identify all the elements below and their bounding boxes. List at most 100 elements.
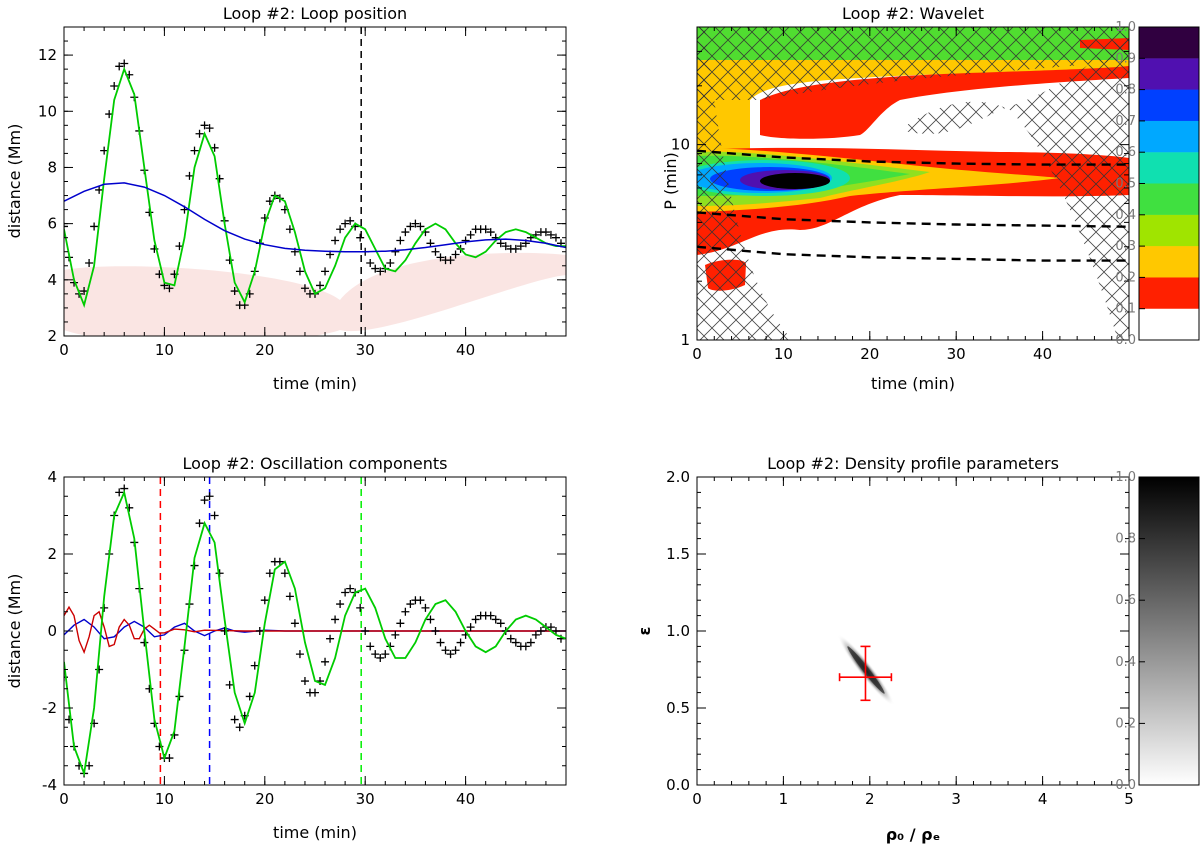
colorbar-tick-label: 0.0	[1115, 778, 1136, 793]
period-dashed-line	[697, 211, 1129, 228]
component-3-curve	[64, 618, 566, 640]
data-point	[285, 225, 294, 234]
data-point	[321, 657, 330, 666]
data-point	[431, 627, 440, 635]
x-tick-label: 30	[356, 341, 375, 359]
x-tick-label: 10	[155, 341, 174, 359]
x-tick-label: 20	[255, 341, 274, 359]
data-point	[471, 615, 480, 624]
data-point	[436, 638, 445, 647]
y-axis-label: distance (Mm)	[5, 124, 24, 239]
y-tick-label: -4	[42, 776, 57, 794]
period-dashed-line	[697, 245, 1129, 262]
data-point	[300, 677, 309, 686]
y-tick-label: 4	[47, 271, 57, 289]
x-tick-label: 0	[692, 345, 702, 363]
data-point	[446, 650, 455, 659]
colorbar-swatch	[1139, 58, 1199, 90]
data-point	[356, 233, 365, 242]
colorbar-tick-label: 0.4	[1115, 655, 1136, 670]
data-point	[436, 253, 445, 262]
data-point	[371, 650, 380, 659]
data-point	[205, 492, 214, 501]
colorbar: 0.0 0.2 0.4 0.6 0.8 1.0	[1115, 470, 1200, 793]
cone-of-influence-top	[697, 27, 1129, 100]
data-point	[376, 653, 385, 662]
data-point	[280, 569, 289, 578]
x-tick-label: 0	[59, 790, 69, 808]
plot-frame	[696, 26, 1130, 341]
data-point	[401, 607, 410, 616]
data-point	[275, 557, 284, 566]
data-point	[456, 638, 465, 647]
data-point	[316, 281, 325, 290]
colorbar: 0.0 0.1 0.2 0.3 0.4 0.5 0.6 0.7 0.8 0.9 1.0	[1115, 20, 1200, 348]
y-tick-label: 0	[47, 622, 57, 640]
colorbar-gradient	[1138, 476, 1200, 786]
colorbar-tick-label: 0.7	[1115, 114, 1136, 129]
data-point	[441, 646, 450, 655]
colorbar-tick-label: 0.0	[1115, 333, 1136, 348]
data-point	[300, 284, 309, 293]
data-point	[210, 511, 219, 520]
data-point	[396, 236, 405, 245]
colorbar-swatch	[1139, 27, 1199, 59]
best-fit-marker	[838, 645, 893, 702]
data-point	[486, 228, 495, 237]
uncertainty-band	[64, 252, 566, 336]
axes: 0 10 20 30 40 -4 -2 0 2 4	[42, 468, 566, 808]
data-point	[115, 62, 124, 71]
data-point	[461, 236, 470, 245]
y-tick-label: 6	[47, 215, 57, 233]
y-axis-label: ε	[635, 627, 654, 636]
data-point	[466, 230, 475, 239]
data-point	[371, 264, 380, 273]
y-tick-label: 0.0	[666, 776, 690, 794]
data-point	[346, 216, 355, 225]
x-axis-label: time (min)	[273, 823, 357, 842]
y-tick-label: 4	[47, 468, 57, 486]
y-tick-label: 10	[38, 102, 57, 120]
y-tick-label: 0.5	[666, 699, 690, 717]
data-point	[531, 630, 540, 639]
data-point	[321, 267, 330, 276]
data-point	[396, 619, 405, 628]
colorbar-tick-label: 0.8	[1115, 532, 1136, 547]
data-point	[451, 250, 460, 259]
colorbar-tick-label: 0.9	[1115, 51, 1136, 66]
data-point	[125, 503, 134, 512]
data-point	[64, 222, 68, 231]
data-point	[521, 642, 530, 651]
colorbar-tick-label: 0.1	[1115, 302, 1136, 317]
data-point	[285, 592, 294, 601]
data-point	[416, 596, 425, 605]
data-point	[120, 59, 129, 68]
data-point	[185, 171, 194, 180]
data-point	[85, 258, 94, 267]
data-point	[511, 244, 520, 253]
data-point	[200, 496, 209, 505]
x-tick-label: 10	[155, 790, 174, 808]
chart-title: Loop #2: Oscillation components	[183, 454, 448, 473]
x-tick-label: 0	[59, 341, 69, 359]
y-tick-label: 8	[47, 158, 57, 176]
data-point	[210, 143, 219, 152]
colorbar-swatch	[1139, 308, 1199, 340]
colorbar-tick-label: 0.4	[1115, 208, 1136, 223]
data-point	[376, 267, 385, 276]
data-point	[326, 634, 335, 643]
chart-title: Loop #2: Loop position	[223, 4, 407, 23]
data-point	[481, 225, 490, 234]
y-tick-label: 12	[38, 46, 57, 64]
wavelet-peak	[760, 173, 830, 189]
x-tick-label: 1	[779, 790, 789, 808]
data-point	[290, 619, 299, 628]
data-point	[391, 247, 400, 256]
data-point	[491, 615, 500, 624]
x-tick-label: 3	[951, 790, 961, 808]
data-point	[311, 688, 319, 697]
x-tick-label: 20	[255, 790, 274, 808]
data-point	[140, 638, 149, 647]
data-point	[546, 623, 555, 632]
data-point	[496, 239, 505, 248]
